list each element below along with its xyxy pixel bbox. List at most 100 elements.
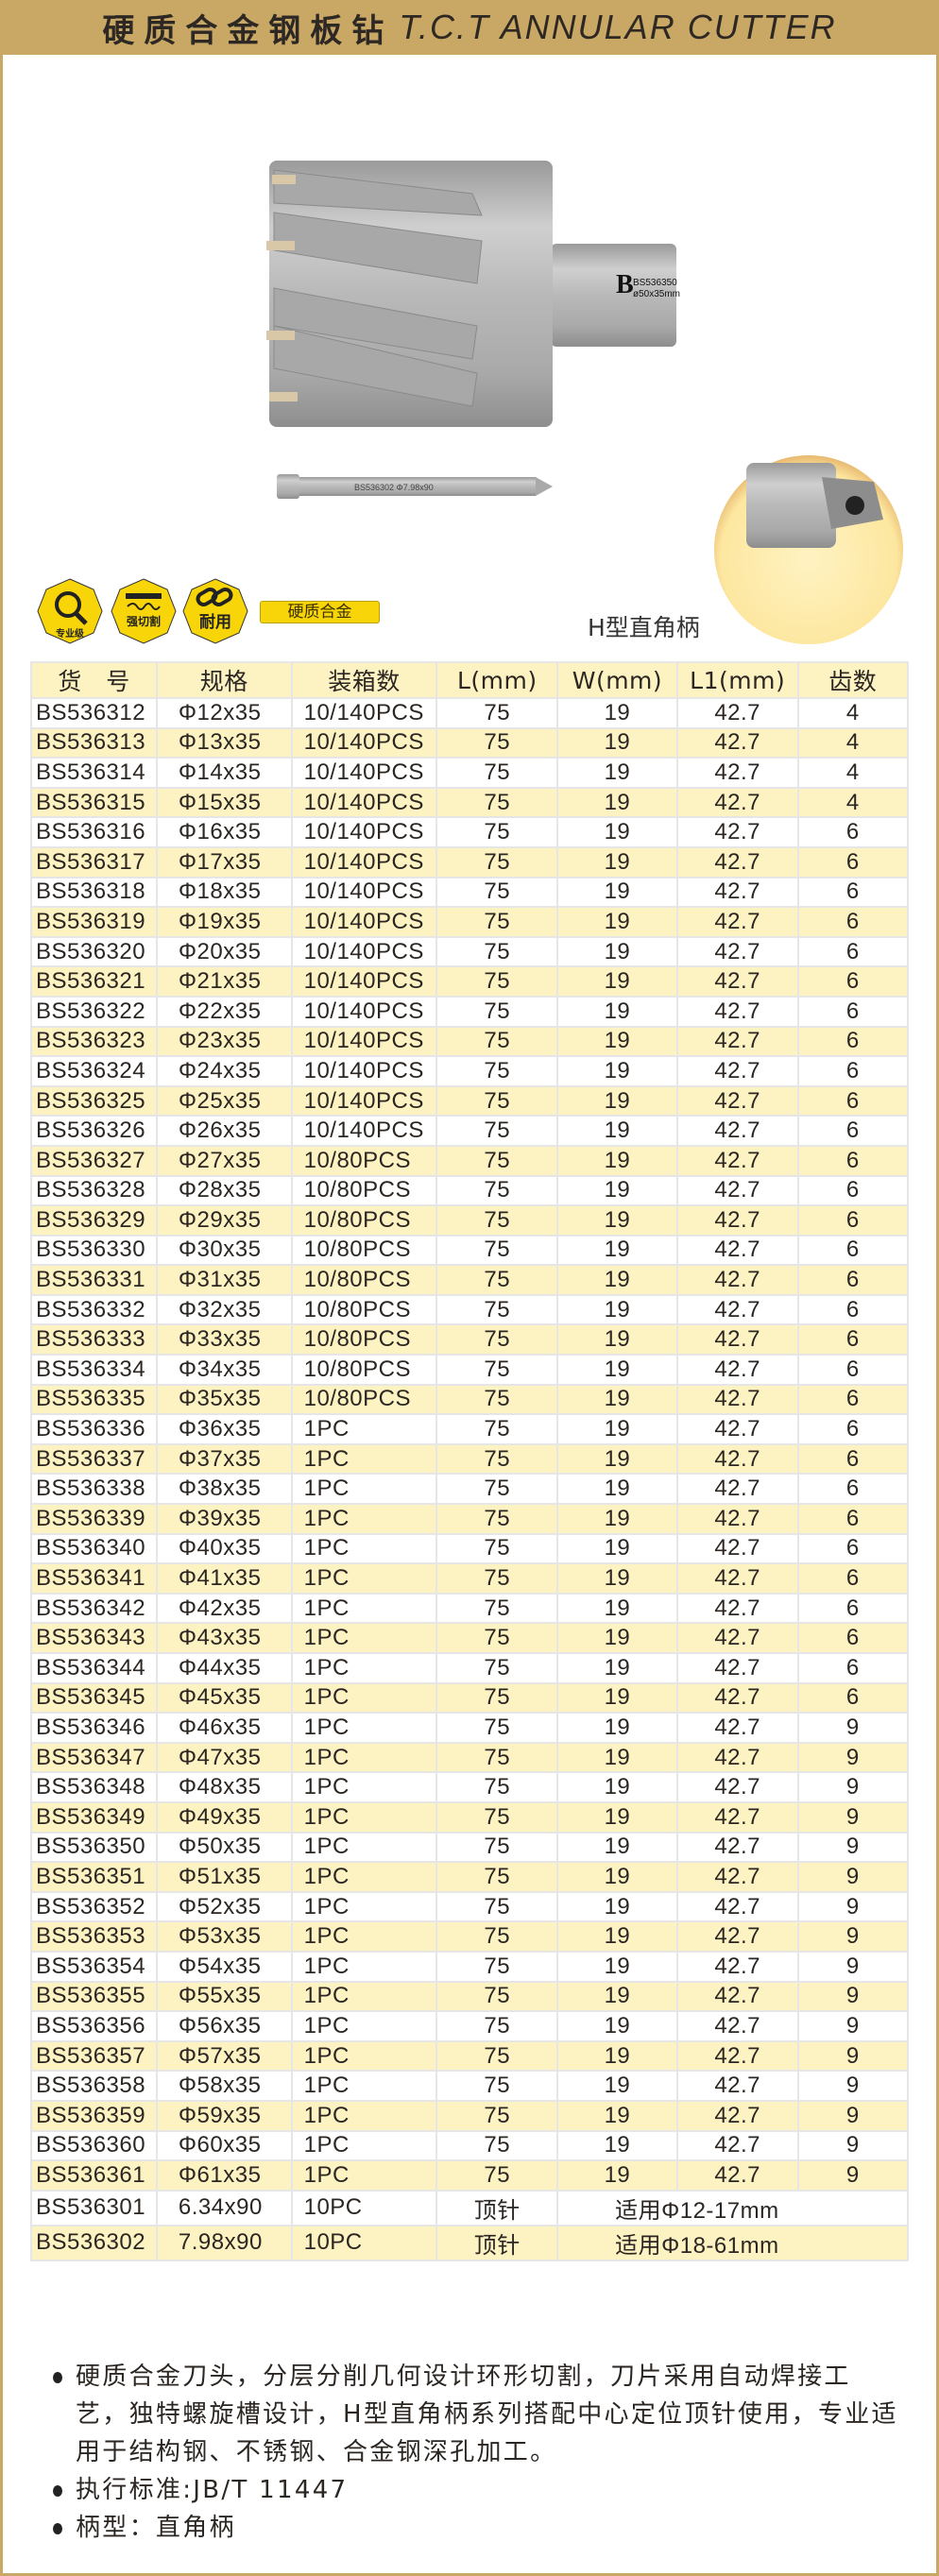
table-row: BS536320 Φ20x35 10/140PCS 75 19 42.7 6 bbox=[30, 935, 910, 968]
cell-item-code: BS536320 bbox=[30, 935, 158, 968]
column-header: L1(mm) bbox=[675, 661, 799, 699]
table-row: BS536348 Φ48x35 1PC 75 19 42.7 9 bbox=[30, 1771, 910, 1803]
table-row: BS536321 Φ21x35 10/140PCS 75 19 42.7 6 bbox=[30, 965, 910, 998]
table-row: BS536334 Φ34x35 10/80PCS 75 19 42.7 6 bbox=[30, 1354, 910, 1386]
cell-item-code: BS536361 bbox=[30, 2159, 158, 2192]
cell-length: 75 bbox=[435, 2159, 559, 2192]
column-header: 货 号 bbox=[30, 661, 158, 699]
cell-teeth: 9 bbox=[796, 1980, 910, 2013]
cell-spec: Φ12x35 bbox=[155, 697, 293, 729]
feature-item: 执行标准:JB/T 11447 bbox=[49, 2471, 899, 2509]
cell-pack-qty: 1PC bbox=[290, 1442, 438, 1476]
cell-width: 19 bbox=[556, 2039, 678, 2073]
cell-item-code: BS536324 bbox=[30, 1055, 158, 1087]
table-row: BS536343 Φ43x35 1PC 75 19 42.7 6 bbox=[30, 1622, 910, 1654]
column-header: 齿数 bbox=[796, 661, 910, 699]
table-row: BS536325 Φ25x35 10/140PCS 75 19 42.7 6 bbox=[30, 1084, 910, 1117]
cell-length-l1: 42.7 bbox=[675, 906, 799, 938]
cell-item-code: BS536321 bbox=[30, 965, 158, 998]
cell-teeth: 9 bbox=[796, 2099, 910, 2132]
cell-length-l1: 42.7 bbox=[675, 1442, 799, 1476]
table-row: BS536316 Φ16x35 10/140PCS 75 19 42.7 6 bbox=[30, 816, 910, 848]
cell-teeth: 6 bbox=[796, 1532, 910, 1565]
cell-teeth: 6 bbox=[796, 1622, 910, 1654]
bullet-dot bbox=[53, 2485, 62, 2497]
cell-length-l1: 42.7 bbox=[675, 2099, 799, 2132]
cell-width: 19 bbox=[556, 935, 678, 968]
table-row: BS536313 Φ13x35 10/140PCS 75 19 42.7 4 bbox=[30, 726, 910, 759]
cell-item-code: BS536353 bbox=[30, 1920, 158, 1953]
cell-teeth: 9 bbox=[796, 1950, 910, 1983]
cell-teeth: 6 bbox=[796, 1681, 910, 1714]
cell-item-code: BS536335 bbox=[30, 1383, 158, 1416]
table-row: BS536330 Φ30x35 10/80PCS 75 19 42.7 6 bbox=[30, 1234, 910, 1267]
table-row: BS536322 Φ22x35 10/140PCS 75 19 42.7 6 bbox=[30, 995, 910, 1028]
pin-label: BS536302 Φ7.98x90 bbox=[354, 483, 434, 492]
table-row: BS536339 Φ39x35 1PC 75 19 42.7 6 bbox=[30, 1503, 910, 1535]
table-row: BS536340 Φ40x35 1PC 75 19 42.7 6 bbox=[30, 1532, 910, 1565]
cell-pack-qty: 10/80PCS bbox=[290, 1354, 438, 1386]
cell-teeth: 6 bbox=[796, 906, 910, 938]
cell-pack-qty: 1PC bbox=[290, 2010, 438, 2042]
cell-width: 19 bbox=[556, 1084, 678, 1117]
table-row: BS536314 Φ14x35 10/140PCS 75 19 42.7 4 bbox=[30, 757, 910, 789]
table-row: BS536331 Φ31x35 10/80PCS 75 19 42.7 6 bbox=[30, 1264, 910, 1296]
cell-item-code: BS536348 bbox=[30, 1771, 158, 1803]
cell-teeth: 6 bbox=[796, 1293, 910, 1326]
badge-professional: 专业级 bbox=[37, 578, 103, 644]
cell-width: 19 bbox=[556, 1115, 678, 1147]
cell-length: 75 bbox=[435, 2039, 559, 2073]
table-row: BS536336 Φ36x35 1PC 75 19 42.7 6 bbox=[30, 1413, 910, 1445]
cell-width: 19 bbox=[556, 2070, 678, 2102]
cell-item-code: BS536329 bbox=[30, 1204, 158, 1237]
table-row: BS536356 Φ56x35 1PC 75 19 42.7 9 bbox=[30, 2010, 910, 2042]
cell-item-code: BS536351 bbox=[30, 1861, 158, 1893]
table-row: BS536337 Φ37x35 1PC 75 19 42.7 6 bbox=[30, 1442, 910, 1476]
cell-teeth: 9 bbox=[796, 1831, 910, 1864]
cell-item-code: BS536358 bbox=[30, 2070, 158, 2102]
cell-length-l1: 42.7 bbox=[675, 786, 799, 819]
cell-length-l1: 42.7 bbox=[675, 1920, 799, 1953]
cell-pack-qty: 1PC bbox=[290, 1712, 438, 1744]
cell-length: 75 bbox=[435, 995, 559, 1028]
cell-pack-qty: 10/140PCS bbox=[290, 1055, 438, 1087]
cell-teeth: 6 bbox=[796, 1234, 910, 1267]
cell-item-code: BS536316 bbox=[30, 816, 158, 848]
cell-pack-qty: 10/140PCS bbox=[290, 995, 438, 1028]
table-row: BS536350 Φ50x35 1PC 75 19 42.7 9 bbox=[30, 1831, 910, 1864]
table-row: BS536318 Φ18x35 10/140PCS 75 19 42.7 6 bbox=[30, 876, 910, 909]
cell-length: 75 bbox=[435, 1234, 559, 1267]
cell-length: 75 bbox=[435, 1174, 559, 1207]
cell-item-code: BS536360 bbox=[30, 2129, 158, 2162]
cell-teeth: 9 bbox=[796, 2039, 910, 2073]
cell-spec: Φ30x35 bbox=[155, 1234, 293, 1267]
cell-spec: Φ18x35 bbox=[155, 876, 293, 909]
cell-length-l1: 42.7 bbox=[675, 726, 799, 759]
cell-pack-qty: 1PC bbox=[290, 2070, 438, 2102]
cell-item-code: BS536359 bbox=[30, 2099, 158, 2132]
cell-length: 75 bbox=[435, 1115, 559, 1147]
cell-teeth: 9 bbox=[796, 2159, 910, 2192]
cell-length: 75 bbox=[435, 786, 559, 819]
table-row: BS536324 Φ24x35 10/140PCS 75 19 42.7 6 bbox=[30, 1055, 910, 1087]
cell-width: 19 bbox=[556, 1055, 678, 1087]
cell-teeth: 6 bbox=[796, 1115, 910, 1147]
cell-pack-qty: 1PC bbox=[290, 1980, 438, 2013]
cell-length: 75 bbox=[435, 1264, 559, 1296]
cell-width: 19 bbox=[556, 1473, 678, 1506]
cell-width: 19 bbox=[556, 906, 678, 938]
cell-length: 75 bbox=[435, 1622, 559, 1654]
table-row: BS536332 Φ32x35 10/80PCS 75 19 42.7 6 bbox=[30, 1293, 910, 1326]
table-row: BS536360 Φ60x35 1PC 75 19 42.7 9 bbox=[30, 2129, 910, 2162]
cell-spec: Φ26x35 bbox=[155, 1115, 293, 1147]
cell-spec: Φ49x35 bbox=[155, 1800, 293, 1834]
cell-spec: Φ19x35 bbox=[155, 906, 293, 938]
cell-width: 19 bbox=[556, 1831, 678, 1864]
cell-length: 75 bbox=[435, 1144, 559, 1177]
table-row: BS536327 Φ27x35 10/80PCS 75 19 42.7 6 bbox=[30, 1144, 910, 1177]
table-row: BS536361 Φ61x35 1PC 75 19 42.7 9 bbox=[30, 2159, 910, 2192]
cell-length: 75 bbox=[435, 1950, 559, 1983]
table-row: BS536338 Φ38x35 1PC 75 19 42.7 6 bbox=[30, 1473, 910, 1506]
cell-pack-qty: 1PC bbox=[290, 1562, 438, 1595]
cell-item-code: BS536315 bbox=[30, 786, 158, 819]
